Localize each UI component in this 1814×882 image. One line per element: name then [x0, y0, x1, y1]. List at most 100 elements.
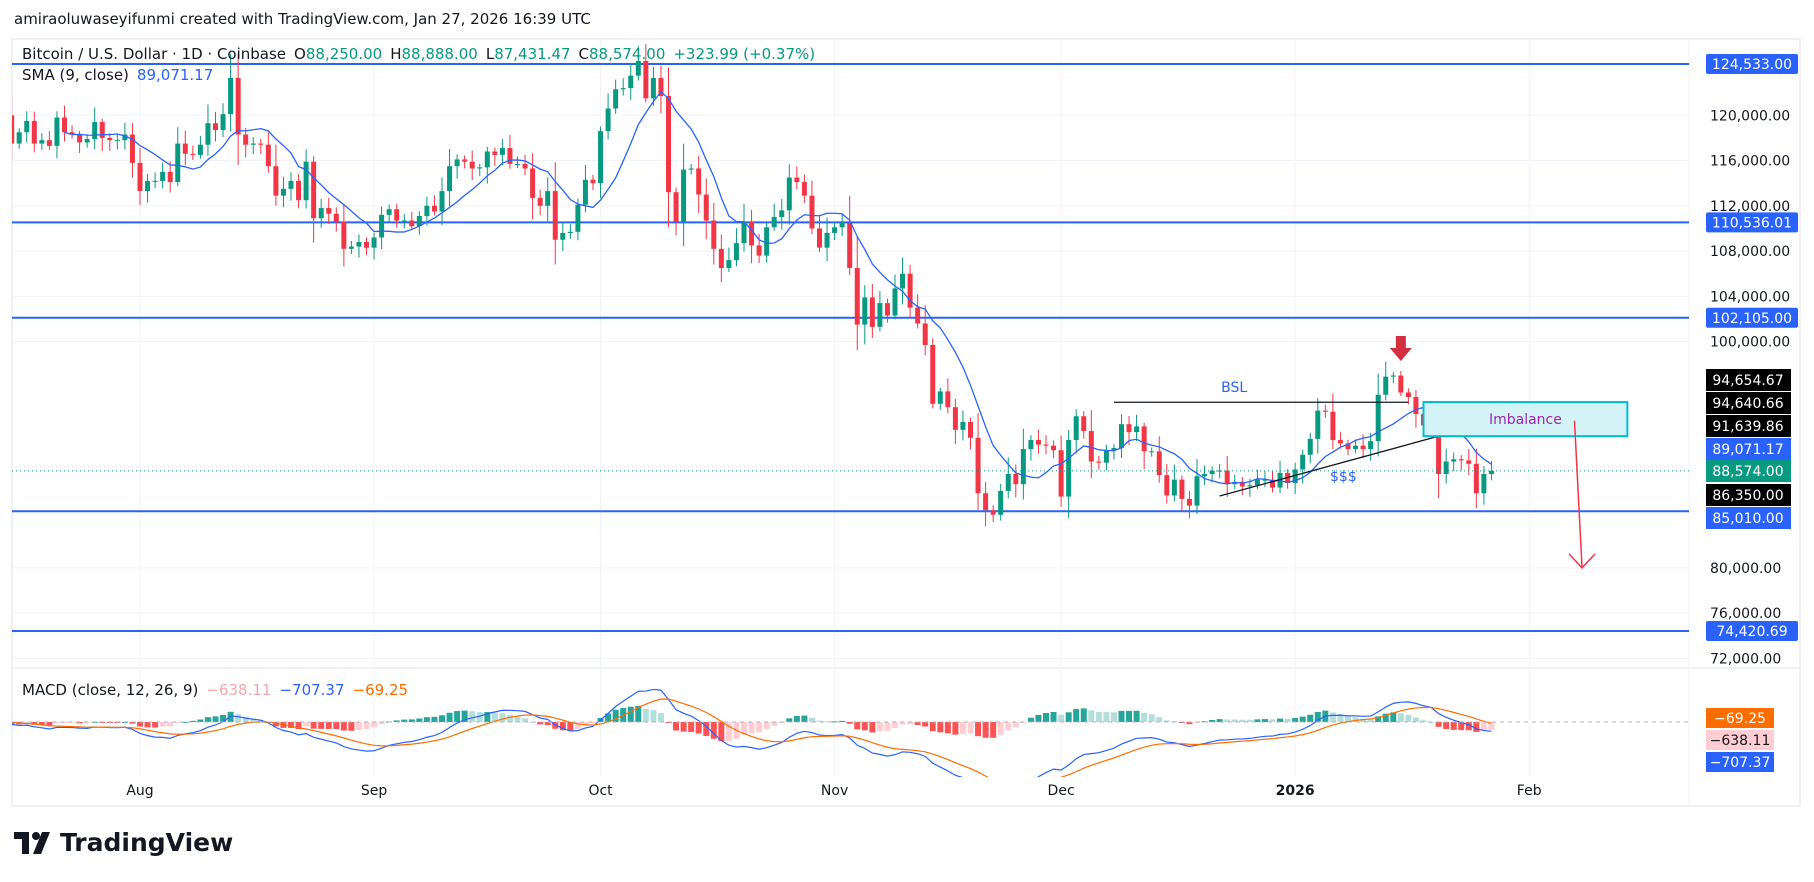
candle-body [688, 168, 694, 170]
price-marker-tag [1706, 392, 1791, 414]
x-tick-label: Oct [588, 783, 613, 799]
macd-histogram-bar [952, 722, 959, 735]
macd-histogram-bar [76, 722, 83, 724]
price-marker-label: 88,574.00 [1712, 464, 1783, 480]
macd-histogram-bar [1095, 711, 1102, 722]
candle-body [1224, 470, 1230, 485]
macd-histogram-bar [152, 722, 159, 728]
candle-body [658, 77, 664, 97]
candle-body [99, 122, 105, 138]
candle-body [990, 510, 996, 515]
price-marker-tag [1706, 507, 1791, 529]
macd-histogram-bar [1073, 709, 1080, 722]
candle-body [537, 197, 543, 206]
macd-histogram-bar [1088, 710, 1095, 722]
candle-body [190, 153, 196, 155]
candle-body [235, 77, 241, 135]
candle-body [333, 213, 339, 222]
macd-series [12, 688, 1495, 777]
candle-body [824, 232, 830, 248]
svg-text:MACD (close, 12, 26, 9)−638.11: MACD (close, 12, 26, 9) −638.11 −707.37 −69… [22, 681, 408, 699]
candle-body [1353, 445, 1359, 450]
candle-body [1466, 460, 1472, 464]
candle-body [386, 209, 392, 215]
macd-histogram-bar [38, 722, 45, 725]
liquidity-trendline [1219, 435, 1439, 497]
macd-histogram-bar [439, 715, 445, 722]
macd-pane [12, 688, 1689, 777]
macd-histogram-bar [1382, 713, 1389, 722]
macd-histogram-bar [590, 722, 596, 724]
macd-histogram-bar [1261, 719, 1268, 722]
macd-histogram-bar [363, 722, 370, 730]
macd-histogram-bar [793, 715, 800, 722]
macd-histogram-bar [69, 722, 76, 723]
candle-body [968, 421, 973, 438]
macd-histogram-bar [1141, 712, 1148, 722]
macd-histogram-bar [325, 722, 332, 729]
macd-histogram-bar [967, 722, 974, 734]
macd-histogram-bar [763, 722, 770, 729]
candle-body [605, 108, 611, 132]
level-price-tag [1706, 54, 1798, 74]
candle-body [145, 180, 151, 192]
candle-body [152, 180, 158, 182]
macd-histogram-bar [355, 722, 362, 730]
candle-body [1096, 461, 1102, 463]
macd-histogram-bar [1397, 713, 1404, 722]
macd-histogram-bar [189, 720, 196, 722]
sma-line [64, 90, 1492, 485]
candle-body [1111, 447, 1117, 451]
candle-body [552, 191, 558, 240]
macd-histogram-bar [1148, 714, 1155, 722]
candle-body [567, 231, 573, 233]
x-tick-label: Dec [1048, 783, 1075, 799]
macd-histogram-bar [1299, 716, 1306, 722]
tradingview-logo[interactable]: TradingView [14, 828, 233, 857]
candle-body [530, 168, 536, 198]
candle-body [1051, 445, 1057, 451]
candles [12, 44, 1494, 527]
macd-histogram-bar [1186, 722, 1193, 725]
macd-histogram-bar [861, 722, 868, 731]
macd-histogram-bar [650, 710, 657, 722]
candle-body [643, 60, 649, 99]
candle-body [265, 144, 271, 167]
candle-body [1217, 470, 1223, 472]
candle-body [1390, 375, 1396, 377]
candle-body [1322, 410, 1328, 412]
candle-body [1103, 450, 1109, 463]
macd-histogram-bar [1367, 719, 1374, 722]
candle-body [243, 134, 249, 145]
macd-value-label: −69.25 [1714, 711, 1766, 727]
candle-body [1171, 479, 1177, 496]
macd-histogram-bar [416, 718, 423, 722]
macd-histogram-bar [1277, 718, 1284, 722]
candle-body [590, 179, 596, 184]
macd-histogram-bar [514, 716, 521, 722]
x-tick-label: Aug [126, 783, 153, 799]
macd-histogram-bar [250, 718, 257, 722]
candle-body [733, 243, 739, 261]
candle-body [1300, 454, 1306, 470]
macd-histogram-bar [499, 713, 506, 722]
macd-histogram-bar [333, 722, 340, 730]
candle-body [1066, 440, 1072, 497]
candle-body [809, 195, 815, 229]
macd-histogram-bar [990, 722, 997, 738]
candle-body [915, 307, 921, 324]
candle-body [1005, 473, 1011, 491]
macd-histogram-bar [582, 722, 589, 726]
candle-body [666, 96, 671, 193]
candle-body [1164, 475, 1170, 496]
macd-histogram-bar [182, 721, 189, 723]
macd-histogram-bar [484, 712, 491, 722]
macd-histogram-bar [1360, 718, 1367, 722]
candle-body [711, 220, 717, 249]
candle-body [107, 137, 113, 141]
candle-body [371, 237, 377, 248]
candle-body [892, 288, 898, 316]
candle-body [945, 391, 951, 408]
candle-body [1405, 392, 1411, 398]
